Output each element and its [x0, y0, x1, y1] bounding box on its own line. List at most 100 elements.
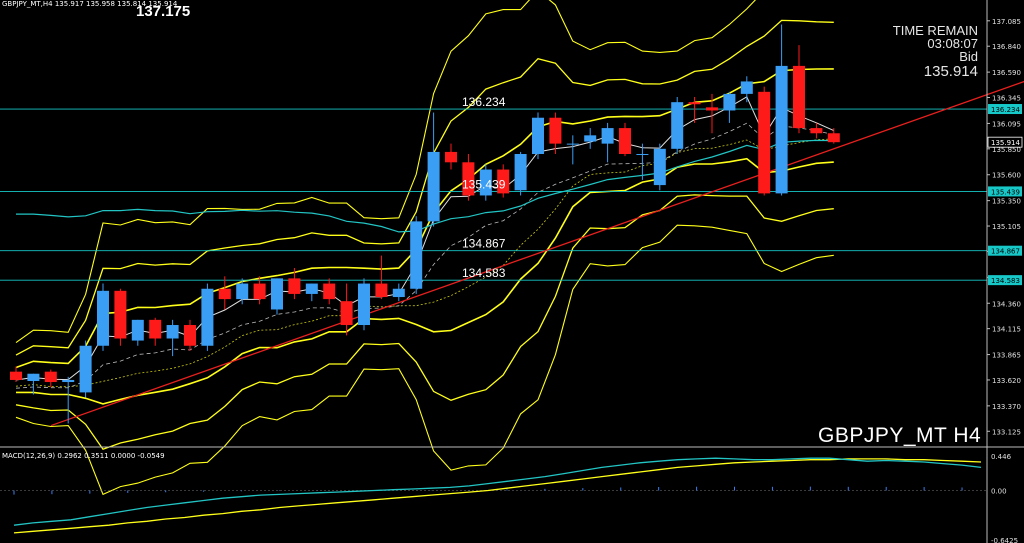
trend-line-red [50, 80, 1024, 427]
bid-value: 135.914 [923, 63, 978, 80]
candle-bull [514, 154, 527, 191]
candle-bear [323, 283, 336, 300]
high-price-readout: 137.175 [136, 3, 191, 20]
candle-bear [688, 102, 701, 105]
candle-bear [10, 371, 22, 380]
candle-bull [653, 148, 666, 186]
price-tick-label: 136.590 [992, 69, 1021, 77]
candle-bull [79, 345, 92, 393]
price-tick-label: 135.600 [992, 172, 1021, 180]
candle-bull [201, 288, 214, 346]
price-tag-box [988, 275, 1022, 286]
candle-bull [740, 81, 753, 94]
price-tag-label: 135.439 [991, 188, 1020, 196]
candle-bull [236, 283, 249, 300]
candle-bear [375, 283, 388, 298]
price-tag-label: 134.583 [991, 277, 1020, 285]
candle-bull [723, 93, 736, 111]
candle-bear [445, 151, 457, 163]
trend-line [50, 80, 1024, 427]
candle-bull [305, 283, 318, 294]
candle-bull [131, 319, 144, 341]
bb-lower-3 [15, 224, 834, 496]
level-label: 134.583 [462, 266, 506, 280]
macd-tick-label: -0.6425 [991, 537, 1018, 543]
price-tag-box [988, 104, 1022, 115]
price-tick-label: 135.350 [992, 198, 1021, 206]
candle-bull [392, 288, 405, 298]
bb-lower-1 [16, 157, 834, 405]
candle-bull [671, 102, 684, 149]
ma-dashed [15, 122, 834, 389]
bb-dotted [15, 138, 834, 388]
price-tick-label: 135.850 [992, 146, 1021, 154]
macd-panel: 0.446 0.00 -0.6425 [0, 453, 1018, 543]
candle-bull [584, 135, 597, 142]
candle-bull [166, 325, 179, 339]
candle-bear [793, 65, 805, 129]
candle-bear [706, 107, 718, 111]
symbol-timeframe-label: GBPJPY_MT H4 [818, 424, 982, 447]
price-tag-box [987, 136, 1023, 148]
ohlc-readout: GBPJPY_MT,H4 135.917 135.958 135.814 135… [2, 0, 178, 8]
candle-bull [566, 143, 579, 145]
price-tag-label: 136.234 [991, 106, 1020, 114]
bb-upper-2 [15, 19, 834, 356]
level-label: 136.234 [462, 95, 506, 109]
candle-bull [636, 154, 649, 155]
time-remain-label: TIME REMAIN [892, 23, 978, 38]
price-tick-label: 136.095 [992, 120, 1021, 128]
bb-lower-2 [15, 194, 834, 450]
price-tick-label: 133.620 [992, 377, 1021, 385]
price-tick-label: 133.865 [992, 352, 1021, 360]
candle-bear [149, 319, 162, 339]
candle-bear [497, 169, 510, 194]
level-labels: 136.234 135.439 134.867 134.583 [462, 95, 506, 280]
macd-signal-line [13, 458, 982, 534]
candle-bear [549, 117, 562, 144]
bb-upper-1 [15, 68, 834, 369]
candle-bear [810, 128, 823, 134]
candle-bear [619, 128, 631, 154]
price-tick-label: 134.360 [992, 300, 1021, 308]
candle-bull [601, 128, 614, 144]
candles [10, 24, 840, 424]
candle-bear [340, 301, 353, 326]
candle-bull [358, 283, 370, 326]
price-tag-label: 135.914 [991, 139, 1020, 147]
level-label: 134.867 [462, 237, 506, 251]
candle-bear [758, 91, 771, 194]
ma-slow [16, 139, 834, 233]
candle-bear [184, 325, 196, 346]
candle-bull [427, 151, 440, 222]
macd-tick-label: 0.446 [991, 453, 1012, 461]
time-remain-value: 03:08:07 [927, 36, 978, 51]
candle-bear [253, 283, 266, 300]
candle-bear [462, 162, 475, 196]
price-tick-label: 136.840 [992, 43, 1021, 51]
price-tag-box [988, 186, 1022, 197]
candle-bull [97, 290, 109, 346]
time-remain-panel: TIME REMAIN 03:08:07 Bid 135.914 [893, 24, 978, 80]
price-tick-label: 133.125 [992, 428, 1021, 436]
candle-bull [532, 117, 544, 154]
horizontal-levels [0, 108, 987, 281]
price-tick-label: 135.105 [992, 223, 1021, 231]
candle-bear [288, 278, 301, 294]
candle-bear [218, 288, 231, 300]
candle-bull [27, 373, 40, 381]
price-tick-label: 133.370 [992, 403, 1021, 411]
candle-bull [410, 221, 423, 289]
price-tick-label: 136.345 [992, 95, 1021, 103]
price-tick-label: 134.115 [992, 326, 1021, 334]
candle-bear [827, 133, 840, 143]
macd-label: MACD(12,26,9) 0.2962 0.3511 0.0000 -0.05… [2, 452, 165, 460]
candle-bull [775, 65, 788, 194]
candle-bear [114, 290, 127, 339]
price-tick-label: 137.085 [992, 18, 1021, 26]
bid-label: Bid [959, 49, 978, 64]
candle-bull [479, 169, 492, 196]
price-tag-box [988, 245, 1022, 256]
